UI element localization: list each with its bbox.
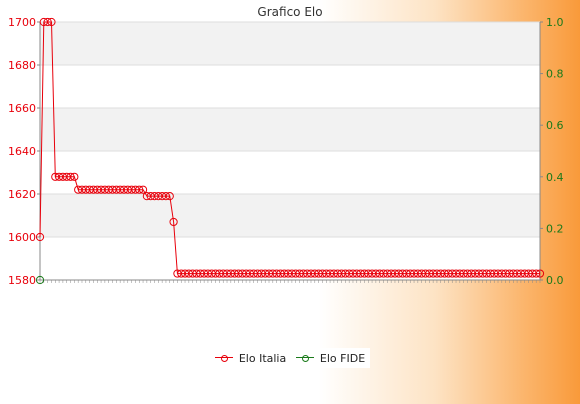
y2-tick-label: 0.2	[546, 222, 564, 235]
y2-tick-label: 0.6	[546, 119, 564, 132]
legend-label-italia: Elo Italia	[238, 351, 287, 365]
y2-tick-label: 0.4	[546, 171, 564, 184]
y-tick-label: 1680	[8, 59, 36, 72]
y-tick-label: 1600	[8, 231, 36, 244]
y2-tick-label: 0.8	[546, 68, 564, 81]
point-elo-italia	[70, 172, 79, 181]
plot-band	[40, 22, 540, 65]
point-elo-italia	[43, 17, 52, 27]
legend-label-fide: Elo FIDE	[319, 351, 366, 365]
point-elo-italia	[169, 217, 178, 227]
y-tick-label: 1620	[8, 188, 36, 201]
y-tick-label: 1640	[8, 145, 36, 158]
plot-band	[40, 194, 540, 237]
legend-swatch-fide	[295, 353, 314, 363]
y2-tick-label: 0.0	[546, 274, 564, 287]
y2-tick-label: 1.0	[546, 16, 564, 29]
point-elo-fide	[35, 275, 45, 285]
legend-item-elo-italia[interactable]: Elo Italia	[214, 351, 287, 365]
point-elo-italia	[532, 269, 541, 278]
plot-band	[40, 108, 540, 151]
y-tick-label: 1660	[8, 102, 36, 115]
chart-legend: Elo Italia Elo FIDE	[210, 348, 370, 368]
y-tick-label: 1700	[8, 16, 36, 29]
y-tick-label: 1580	[8, 274, 36, 287]
point-elo-italia	[138, 185, 148, 194]
point-elo-italia	[161, 192, 171, 201]
chart-title: Grafico Elo	[257, 5, 322, 19]
point-elo-italia	[165, 192, 174, 201]
point-elo-italia	[535, 269, 545, 278]
legend-swatch-italia	[214, 353, 233, 363]
point-elo-italia	[47, 17, 56, 27]
point-elo-italia	[35, 232, 45, 242]
legend-item-elo-fide[interactable]: Elo FIDE	[295, 351, 366, 365]
point-elo-italia	[66, 172, 75, 181]
point-elo-italia	[135, 185, 144, 194]
